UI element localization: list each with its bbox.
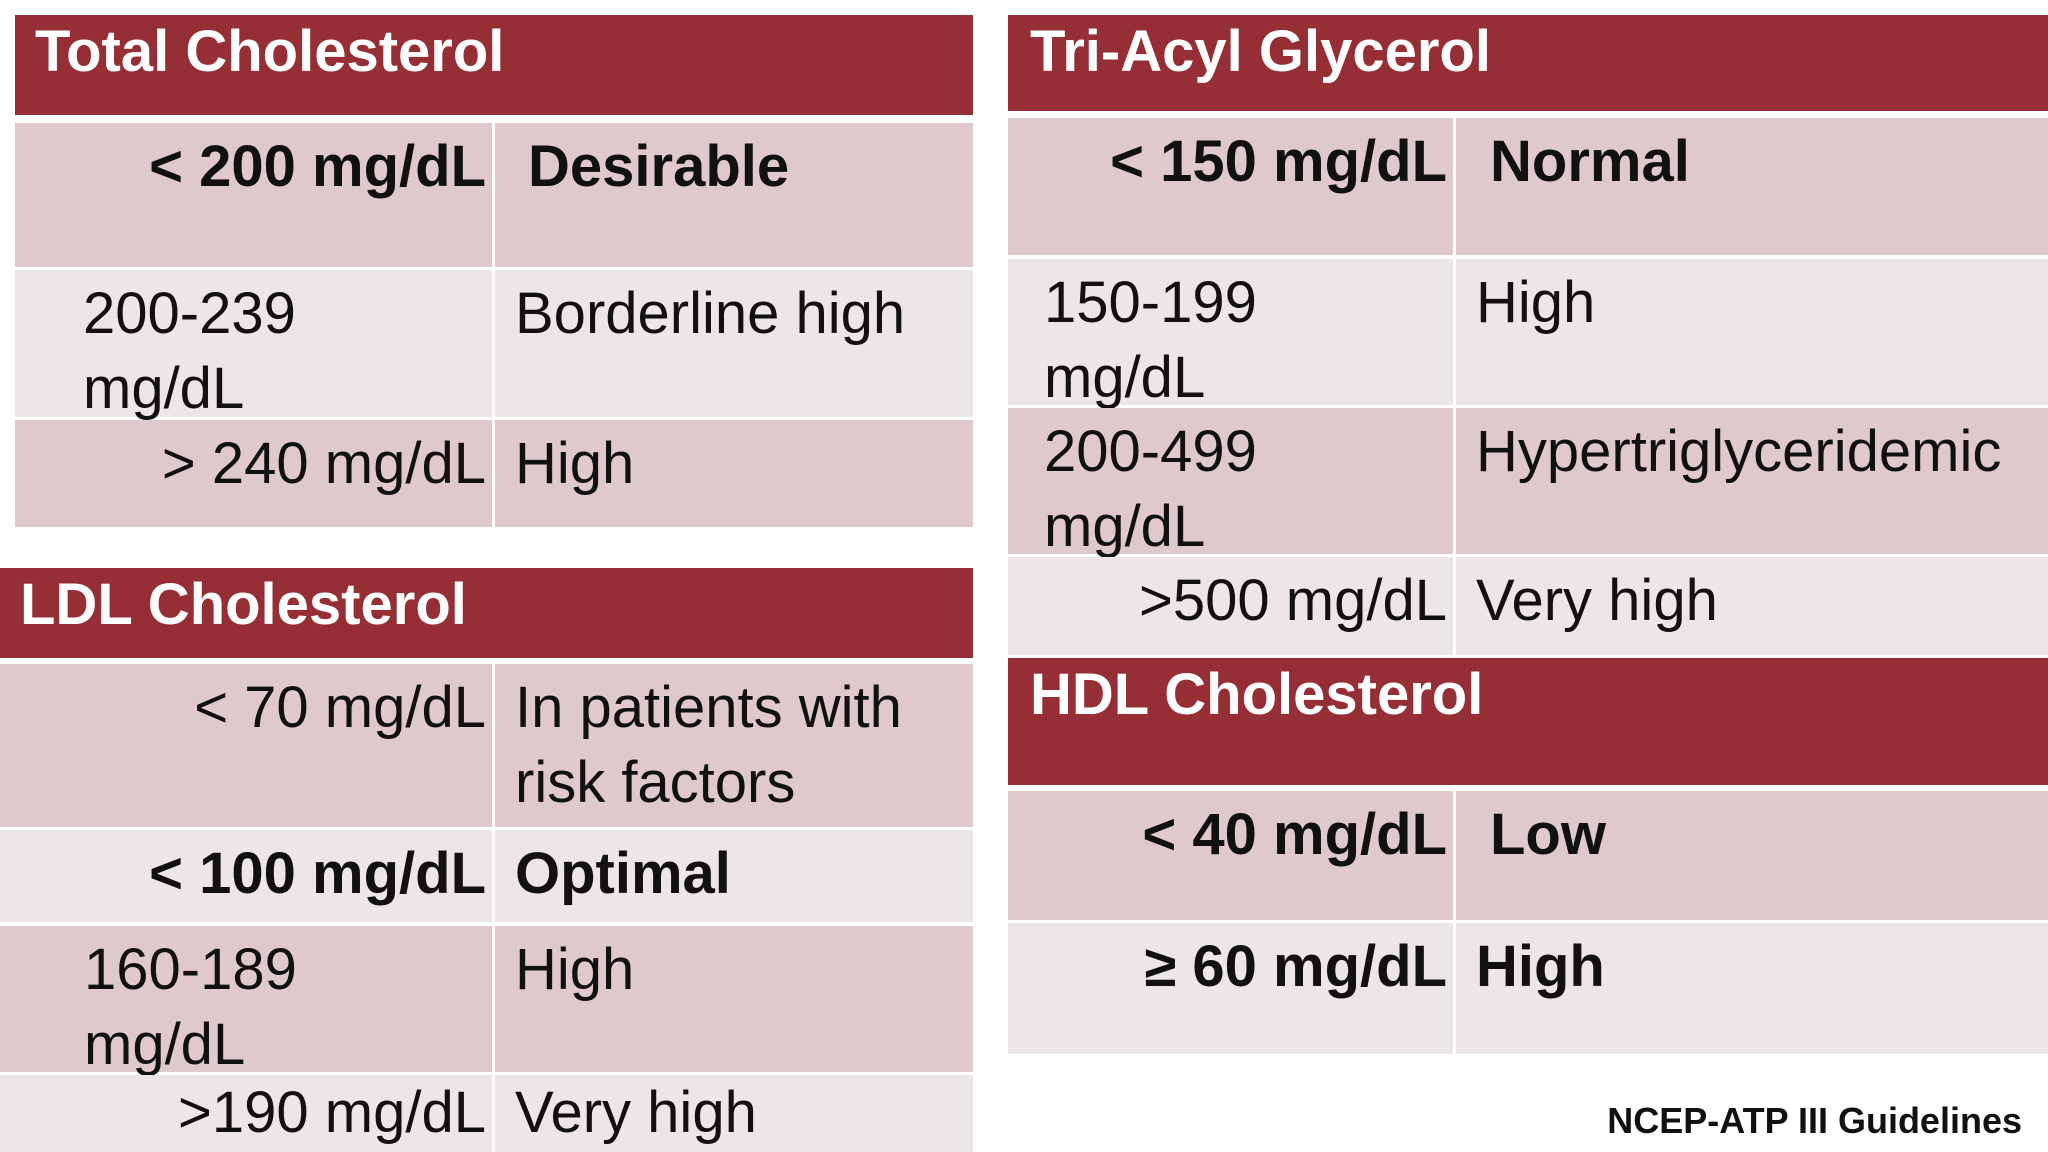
row-value: 160-189 mg/dL [0, 926, 495, 1077]
row-value: < 40 mg/dL [1008, 791, 1456, 920]
row-value: > 240 mg/dL [15, 420, 495, 527]
table-row: < 100 mg/dL Optimal [0, 830, 973, 922]
row-label: Normal [1456, 118, 2048, 255]
row-label: Very high [495, 1075, 973, 1152]
table-row: < 70 mg/dL In patients with risk factors [0, 664, 973, 827]
table-title: Total Cholesterol [15, 15, 973, 115]
hdl-cholesterol-table: HDL Cholesterol < 40 mg/dL Low ≥ 60 mg/d… [1008, 658, 2048, 1054]
row-label: High [495, 926, 973, 1072]
table-row: >500 mg/dL Very high [1008, 557, 2048, 655]
row-label: High [1456, 259, 2048, 405]
row-value: < 100 mg/dL [0, 830, 495, 922]
row-label: Desirable [495, 123, 973, 267]
row-label: Very high [1456, 557, 2048, 655]
total-cholesterol-table: Total Cholesterol < 200 mg/dL Desirable … [15, 15, 973, 527]
row-value: >500 mg/dL [1008, 557, 1456, 655]
row-value: >190 mg/dL [0, 1075, 495, 1152]
table-row: 200-239 mg/dL Borderline high [15, 270, 973, 421]
table-title: Tri-Acyl Glycerol [1008, 15, 2048, 111]
triacylglycerol-table: Tri-Acyl Glycerol < 150 mg/dL Normal 150… [1008, 15, 2048, 655]
table-row: < 40 mg/dL Low [1008, 791, 2048, 920]
row-label: Hypertriglyceridemic [1456, 408, 2048, 554]
row-label: High [1456, 923, 2048, 1054]
row-label: High [495, 420, 973, 527]
ldl-cholesterol-table: LDL Cholesterol < 70 mg/dL In patients w… [0, 568, 973, 1152]
row-label: Borderline high [495, 270, 973, 417]
row-label: In patients with risk factors [495, 664, 973, 827]
row-value: ≥ 60 mg/dL [1008, 923, 1456, 1054]
row-value: 150-199 mg/dL [1008, 259, 1456, 410]
table-title: LDL Cholesterol [0, 568, 973, 658]
table-row: > 240 mg/dL High [15, 420, 973, 527]
table-row: ≥ 60 mg/dL High [1008, 923, 2048, 1054]
row-label: Low [1456, 791, 2048, 920]
table-row: 200-499 mg/dL Hypertriglyceridemic [1008, 408, 2048, 559]
table-title: HDL Cholesterol [1008, 658, 2048, 785]
row-label: Optimal [495, 830, 973, 922]
source-caption: NCEP-ATP III Guidelines [1607, 1100, 2022, 1141]
row-value: < 200 mg/dL [15, 123, 495, 267]
table-row: >190 mg/dL Very high [0, 1075, 973, 1152]
row-value: < 150 mg/dL [1008, 118, 1456, 255]
table-row: 150-199 mg/dL High [1008, 259, 2048, 410]
table-row: < 200 mg/dL Desirable [15, 123, 973, 267]
table-row: 160-189 mg/dL High [0, 926, 973, 1077]
row-value: < 70 mg/dL [0, 664, 495, 827]
row-value: 200-499 mg/dL [1008, 408, 1456, 559]
table-row: < 150 mg/dL Normal [1008, 118, 2048, 255]
row-value: 200-239 mg/dL [15, 270, 495, 421]
